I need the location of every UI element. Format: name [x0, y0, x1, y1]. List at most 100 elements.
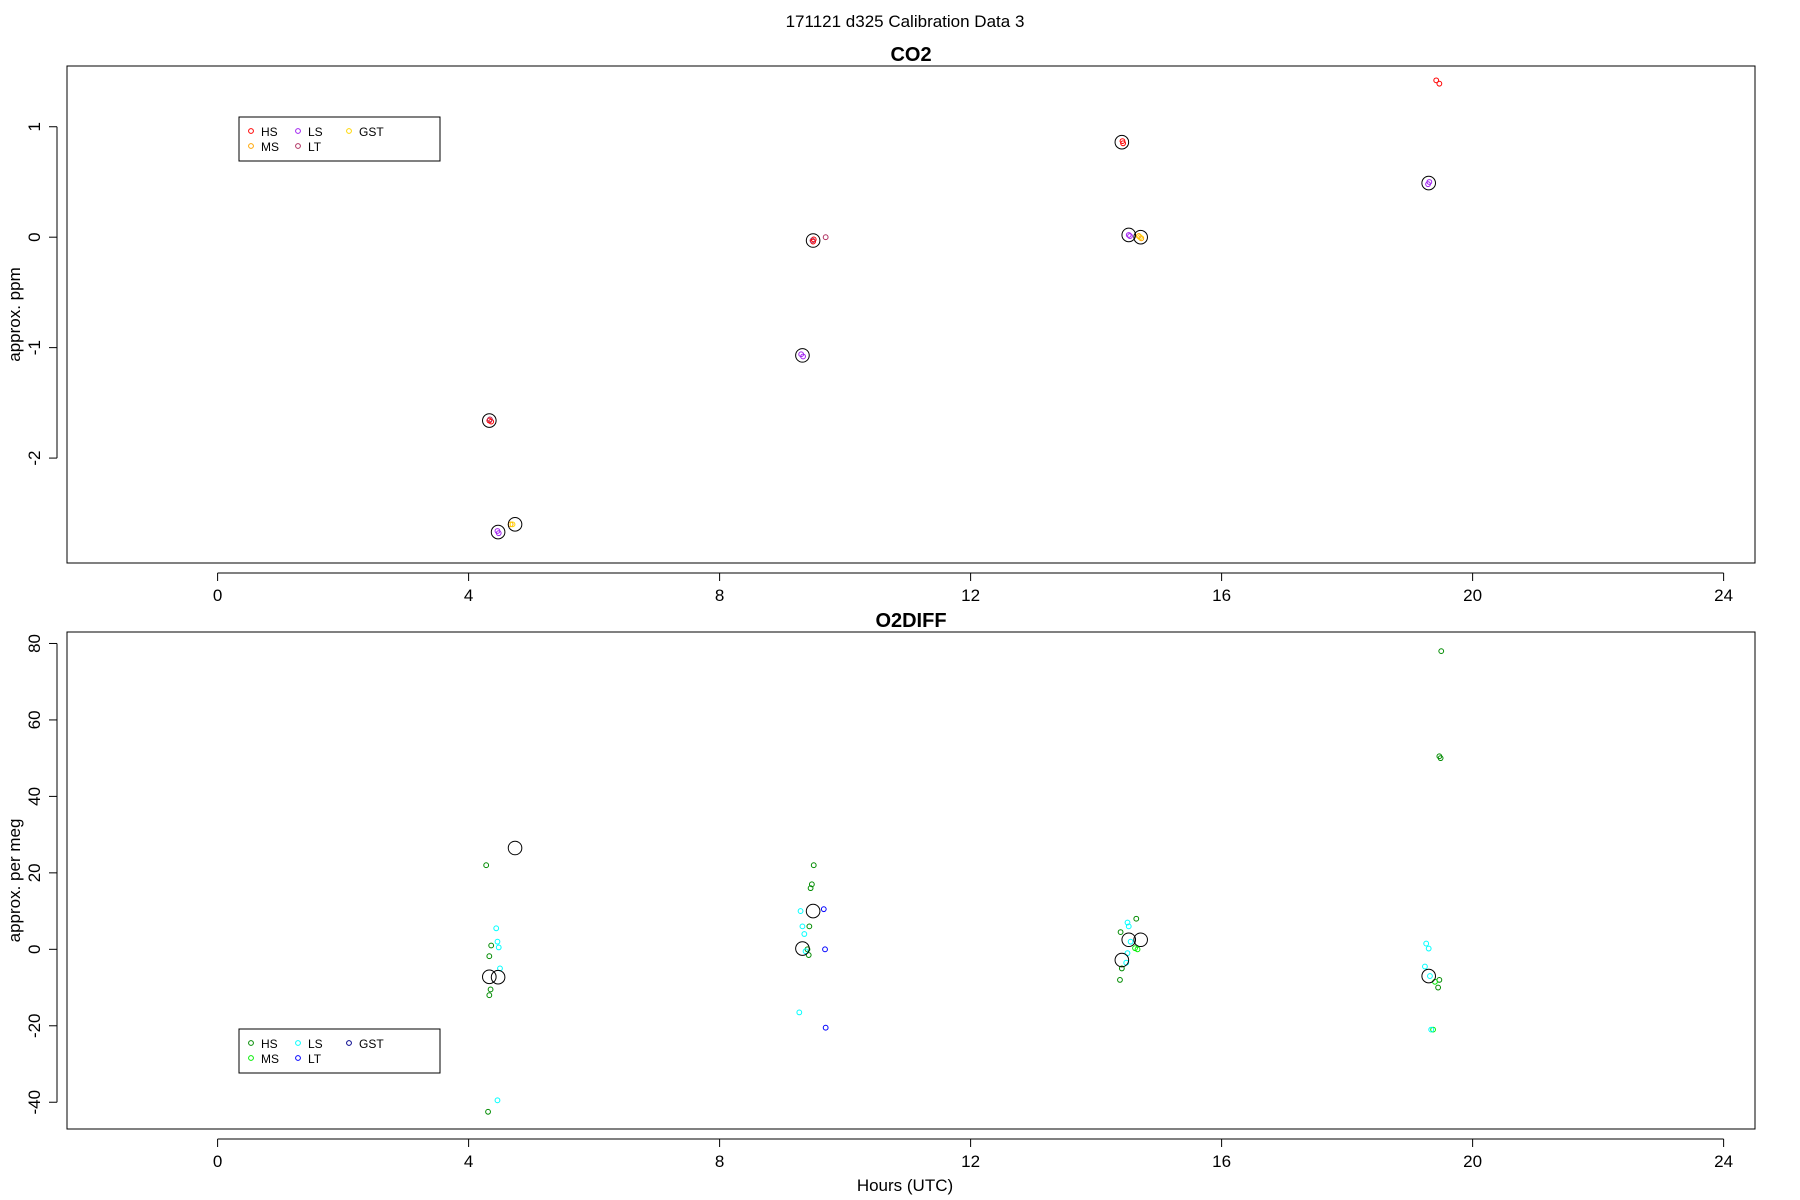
data-point-hs	[1120, 140, 1126, 147]
x-tick-label: 4	[464, 1152, 473, 1171]
mean-marker	[1133, 932, 1148, 948]
x-tick-label: 16	[1212, 586, 1231, 605]
x-axis-label: Hours (UTC)	[857, 1176, 953, 1195]
data-point-ls	[801, 931, 808, 937]
data-point-lt	[822, 234, 829, 241]
mean-marker	[1421, 968, 1436, 984]
data-point-hs	[806, 923, 813, 930]
data-point-hs	[1117, 929, 1124, 936]
mean-marker	[805, 903, 821, 919]
legend-box	[238, 1028, 441, 1074]
data-point-hs	[808, 881, 815, 888]
data-point-ls	[1425, 945, 1432, 952]
mean-marker	[1133, 229, 1148, 245]
legend-symbol-ls	[295, 128, 301, 134]
y-tick-label: 0	[25, 945, 44, 954]
data-point-ms	[1134, 946, 1141, 953]
mean-marker	[507, 517, 523, 532]
y-tick-label: -1	[25, 340, 44, 355]
mean-marker	[507, 840, 523, 856]
data-point-hs	[1437, 755, 1444, 762]
data-point-ms	[1430, 1026, 1436, 1033]
data-point-ls	[1124, 919, 1131, 926]
y-tick-label: 1	[25, 122, 44, 131]
data-point-lt	[822, 1024, 829, 1031]
x-tick-label: 20	[1463, 586, 1482, 605]
data-point-hs	[1117, 977, 1123, 983]
legend-label: HS	[261, 125, 278, 139]
y-tick-label: 60	[25, 710, 44, 729]
mean-marker	[490, 969, 506, 985]
data-point-ls	[796, 1009, 803, 1016]
x-tick-label: 24	[1714, 586, 1733, 605]
legend-symbol-lt	[295, 1055, 301, 1061]
legend-label: HS	[261, 1037, 278, 1051]
data-point-hs	[1435, 984, 1442, 991]
x-tick-label: 8	[715, 1152, 724, 1171]
mean-marker	[490, 524, 506, 540]
x-tick-label: 0	[213, 1152, 222, 1171]
x-tick-label: 12	[961, 586, 980, 605]
data-point-ls	[495, 944, 502, 951]
legend-symbol-ms	[248, 143, 254, 149]
data-point-ls	[494, 1097, 501, 1104]
data-point-gst	[509, 521, 516, 528]
data-point-hs	[487, 986, 494, 993]
mean-marker	[1121, 932, 1137, 948]
data-point-ls	[1428, 1026, 1435, 1033]
data-point-ls	[799, 923, 806, 930]
data-point-lt	[822, 946, 828, 953]
legend-box	[238, 116, 441, 162]
mean-marker	[795, 941, 810, 956]
y-axis-label: approx. ppm	[5, 267, 24, 362]
data-point-hs	[488, 942, 495, 949]
data-point-gst	[1137, 234, 1143, 241]
x-tick-label: 8	[715, 586, 724, 605]
data-point-ls	[494, 938, 501, 945]
data-point-hs	[485, 1108, 491, 1115]
data-point-hs	[483, 862, 490, 869]
legend-label: LS	[308, 1037, 323, 1051]
x-tick-label: 24	[1714, 1152, 1733, 1171]
data-point-ms	[1138, 235, 1145, 242]
y-axis-label: approx. per meg	[5, 819, 24, 943]
data-point-ls	[495, 530, 502, 537]
legend-label: MS	[261, 1052, 279, 1066]
plot-frame	[66, 65, 1756, 564]
legend-symbol-hs	[248, 1040, 254, 1046]
data-point-hs	[1118, 965, 1125, 972]
data-point-hs	[486, 953, 493, 960]
x-tick-label: 4	[464, 586, 473, 605]
data-point-ls	[1125, 232, 1132, 238]
x-tick-label: 20	[1463, 1152, 1482, 1171]
data-point-ls	[493, 925, 500, 932]
data-point-hs	[1436, 80, 1443, 87]
data-point-hs	[810, 862, 817, 869]
data-point-ms	[1432, 978, 1438, 985]
y-tick-label: 40	[25, 787, 44, 806]
legend-symbol-gst	[346, 128, 352, 134]
mean-marker	[795, 348, 810, 363]
mean-marker	[1421, 175, 1436, 191]
data-point-hs	[1433, 77, 1440, 84]
data-point-lt	[809, 237, 816, 244]
plot-frame	[66, 631, 1756, 1130]
x-tick-label: 12	[961, 1152, 980, 1171]
mean-marker	[805, 233, 821, 248]
y-tick-label: -20	[25, 1013, 44, 1038]
data-point-ls	[1125, 923, 1132, 930]
data-point-ls	[1423, 940, 1430, 947]
legend-symbol-ms	[248, 1055, 254, 1061]
legend-label: GST	[359, 1037, 384, 1051]
data-point-hs	[486, 992, 493, 999]
y-tick-label: 20	[25, 863, 44, 882]
y-tick-label: -40	[25, 1090, 44, 1115]
legend-label: LT	[308, 1052, 322, 1066]
figure-title: 171121 d325 Calibration Data 3	[786, 12, 1025, 31]
data-point-ls	[1422, 963, 1428, 970]
legend-symbol-hs	[248, 128, 254, 134]
legend-symbol-gst	[346, 1040, 352, 1046]
data-point-lt	[487, 416, 493, 423]
